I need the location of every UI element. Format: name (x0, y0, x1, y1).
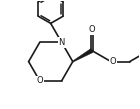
Text: N: N (59, 38, 65, 47)
Polygon shape (73, 49, 93, 62)
Text: O: O (110, 57, 116, 66)
Text: O: O (36, 76, 43, 85)
Text: O: O (89, 26, 95, 34)
